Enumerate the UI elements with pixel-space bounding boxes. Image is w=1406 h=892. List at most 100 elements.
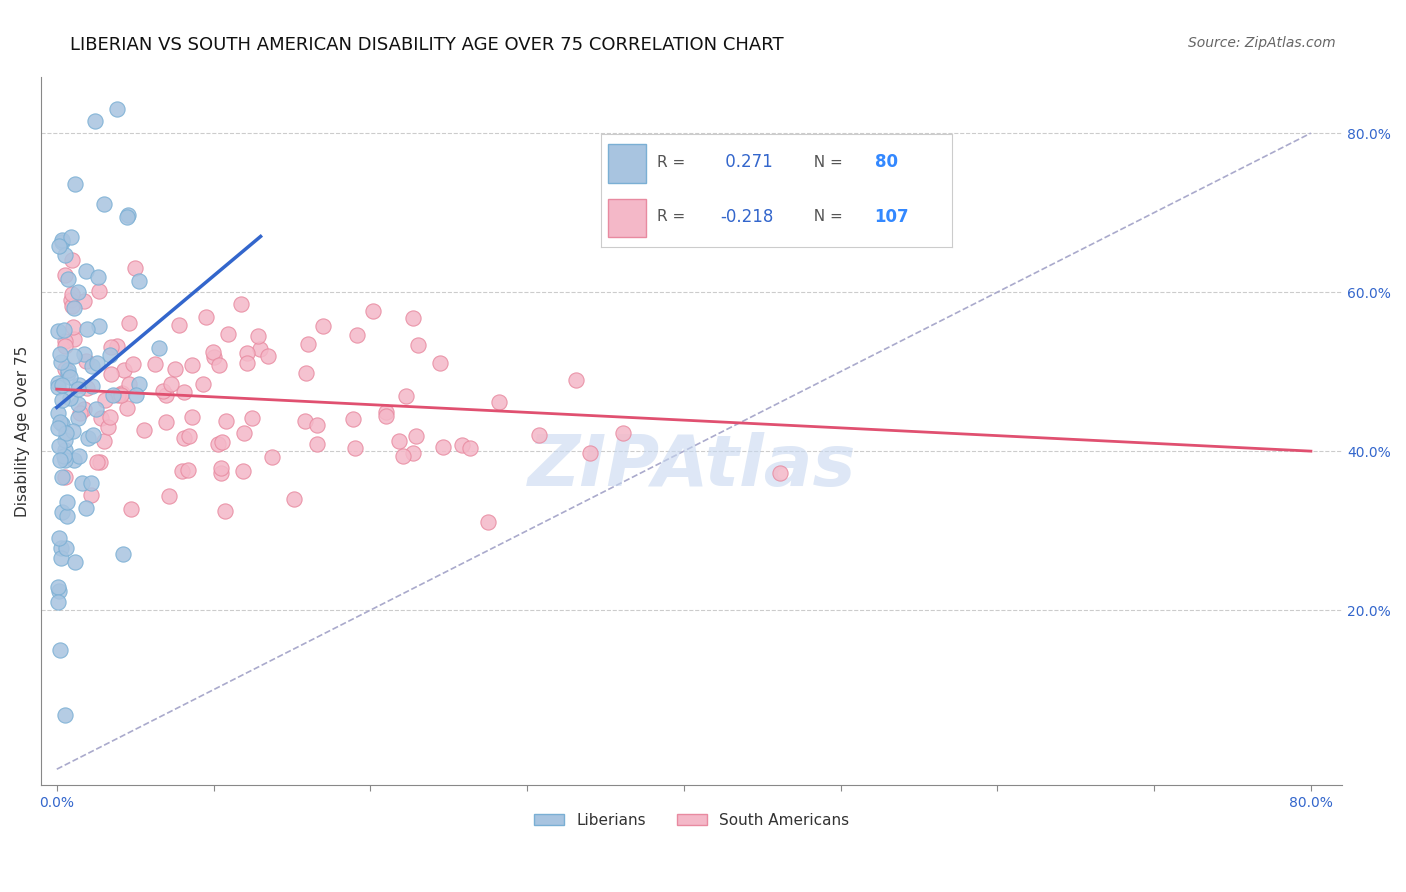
Point (48, 580, 70, 594)
Point (305, 418, 328, 433)
Point (100, 340, 122, 354)
Point (53, 470, 76, 484)
Point (202, 350, 225, 364)
Point (86, 455, 108, 469)
Point (97, 419, 120, 434)
Point (307, 437, 329, 451)
Point (173, 385, 195, 400)
Point (53, 268, 76, 282)
Point (75, 263, 97, 277)
Point (111, 547, 134, 561)
Point (93, 197, 115, 211)
Point (86, 356, 108, 370)
Point (402, 311, 425, 326)
Point (72, 475, 94, 490)
Point (155, 415, 177, 429)
Point (73, 347, 96, 361)
Point (51, 377, 73, 392)
Point (233, 425, 256, 440)
Point (53, 362, 76, 376)
Point (260, 450, 283, 465)
Point (235, 356, 257, 370)
Point (111, 386, 134, 401)
Point (122, 357, 145, 371)
Point (160, 377, 183, 392)
Point (67, 410, 90, 425)
Point (48, 595, 70, 609)
Point (429, 356, 451, 370)
Point (246, 329, 269, 343)
Point (374, 405, 396, 419)
Point (53, 247, 76, 261)
Point (112, 363, 135, 377)
Point (402, 445, 425, 459)
Point (257, 349, 280, 363)
Point (48, 439, 70, 453)
Point (124, 260, 146, 275)
Point (80, 476, 103, 491)
Point (69, 406, 91, 420)
Point (49, 643, 72, 657)
Point (62, 424, 84, 438)
Point (169, 318, 191, 333)
Point (53, 339, 76, 353)
Point (342, 412, 364, 426)
Point (66, 285, 89, 299)
Point (80, 359, 103, 373)
Point (48, 324, 70, 338)
Legend: Liberians, South Americans: Liberians, South Americans (527, 807, 856, 834)
Point (232, 464, 254, 478)
Point (115, 401, 138, 415)
Point (344, 441, 367, 455)
Point (60, 229, 83, 244)
Point (80, 378, 103, 392)
Point (89, 284, 111, 298)
Point (67, 383, 90, 397)
Point (103, 388, 125, 402)
Point (451, 438, 474, 452)
Point (53, 442, 76, 457)
Point (163, 362, 186, 376)
Point (63, 349, 86, 363)
Point (56, 366, 79, 380)
Point (405, 429, 427, 443)
Point (51, 354, 73, 368)
Point (76, 380, 98, 394)
Point (93, 434, 115, 449)
Point (58, 272, 80, 286)
Point (63, 555, 86, 569)
Text: Source: ZipAtlas.com: Source: ZipAtlas.com (1188, 36, 1336, 50)
Point (73, 294, 96, 309)
Point (346, 328, 368, 343)
Point (53, 323, 76, 337)
Point (579, 445, 602, 459)
Point (49, 541, 72, 555)
Point (82, 428, 104, 442)
Point (48, 380, 70, 394)
Point (173, 431, 195, 445)
Point (62, 332, 84, 346)
Point (53, 708, 76, 723)
Point (170, 464, 193, 478)
Point (408, 338, 430, 352)
Point (231, 297, 253, 311)
Point (48, 421, 70, 435)
Point (361, 304, 384, 318)
Point (87, 318, 110, 333)
Point (118, 316, 141, 330)
Point (98, 348, 121, 362)
Point (60, 299, 83, 313)
Point (48, 452, 70, 467)
Point (53, 434, 76, 448)
Text: LIBERIAN VS SOUTH AMERICAN DISABILITY AGE OVER 75 CORRELATION CHART: LIBERIAN VS SOUTH AMERICAN DISABILITY AG… (70, 36, 785, 54)
Point (134, 423, 156, 437)
Point (529, 428, 551, 442)
Point (392, 449, 415, 463)
Point (312, 319, 335, 334)
Point (51, 470, 73, 484)
Point (458, 442, 481, 456)
Point (55, 425, 77, 440)
Point (89, 454, 111, 468)
Point (207, 437, 229, 451)
Point (90, 410, 112, 425)
